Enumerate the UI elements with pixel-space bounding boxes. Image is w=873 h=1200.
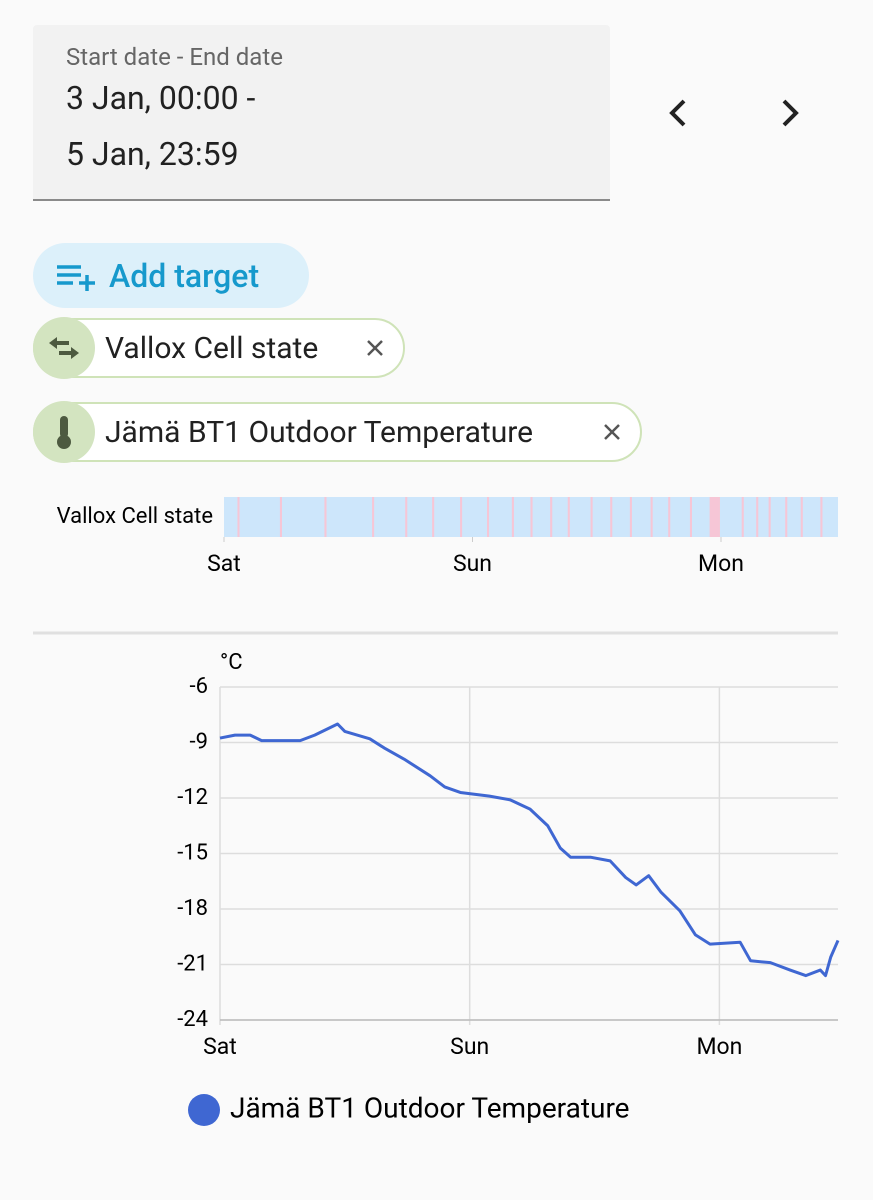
legend-label[interactable]: Jämä BT1 Outdoor Temperature [230, 1091, 630, 1124]
state-segment [709, 497, 720, 537]
x-tick-label: Sun [453, 550, 492, 577]
state-segment [237, 497, 240, 537]
legend-marker [188, 1094, 220, 1126]
target-chip[interactable]: Vallox Cell state [33, 317, 405, 379]
state-segment [279, 497, 282, 537]
swap-icon [33, 317, 95, 379]
remove-button[interactable] [365, 338, 385, 358]
x-tick-label: Mon [696, 1033, 742, 1060]
data-line [219, 722, 840, 978]
add-target-button[interactable]: Add target [33, 243, 309, 308]
add-target-label: Add target [109, 256, 260, 295]
state-segment [800, 497, 803, 537]
y-tick-label: -24 [177, 1007, 208, 1032]
state-segment [460, 497, 463, 537]
y-tick-label: -9 [190, 729, 208, 754]
date-picker[interactable]: Start date - End date 3 Jan, 00:00 - 5 J… [33, 25, 610, 201]
state-segment [768, 497, 771, 537]
state-segment [590, 497, 593, 537]
x-tick-label: Mon [698, 550, 744, 577]
x-tick-label: Sat [207, 550, 241, 577]
state-segment [372, 497, 375, 537]
next-button[interactable] [772, 95, 808, 131]
y-unit: °C [220, 650, 243, 675]
state-segment [650, 497, 653, 537]
state-segment [629, 497, 632, 537]
remove-button[interactable] [602, 422, 622, 442]
state-segment [820, 497, 823, 537]
state-segment [610, 497, 613, 537]
state-segment [741, 497, 744, 537]
state-segment [511, 497, 514, 537]
prev-button[interactable] [660, 95, 696, 131]
state-segment [567, 497, 570, 537]
state-segment [405, 497, 408, 537]
target-label: Vallox Cell state [105, 330, 319, 366]
x-tick-label: Sat [203, 1033, 237, 1060]
y-tick-label: -21 [177, 951, 208, 976]
add-target-icon [57, 264, 95, 291]
target-chip[interactable]: Jämä BT1 Outdoor Temperature [33, 401, 642, 463]
thermometer-icon [33, 401, 95, 463]
state-segment [486, 497, 490, 537]
state-segment [432, 497, 435, 537]
state-segment [785, 497, 788, 537]
state-segment [689, 497, 693, 537]
timeline-label: Vallox Cell state [57, 504, 213, 529]
x-tick-label: Sun [450, 1033, 489, 1060]
state-segment [756, 497, 759, 537]
y-tick-label: -6 [190, 674, 208, 699]
y-tick-label: -18 [177, 896, 208, 921]
y-tick-label: -15 [177, 840, 208, 865]
y-tick-label: -12 [177, 785, 208, 810]
date-label: Start date - End date [66, 43, 283, 71]
state-segment [668, 497, 671, 537]
date-start: 3 Jan, 00:00 - [66, 79, 256, 117]
state-segment [530, 497, 533, 537]
state-segment [324, 497, 327, 537]
date-end: 5 Jan, 23:59 [66, 135, 239, 173]
state-segment [550, 497, 553, 537]
target-label: Jämä BT1 Outdoor Temperature [105, 414, 534, 450]
